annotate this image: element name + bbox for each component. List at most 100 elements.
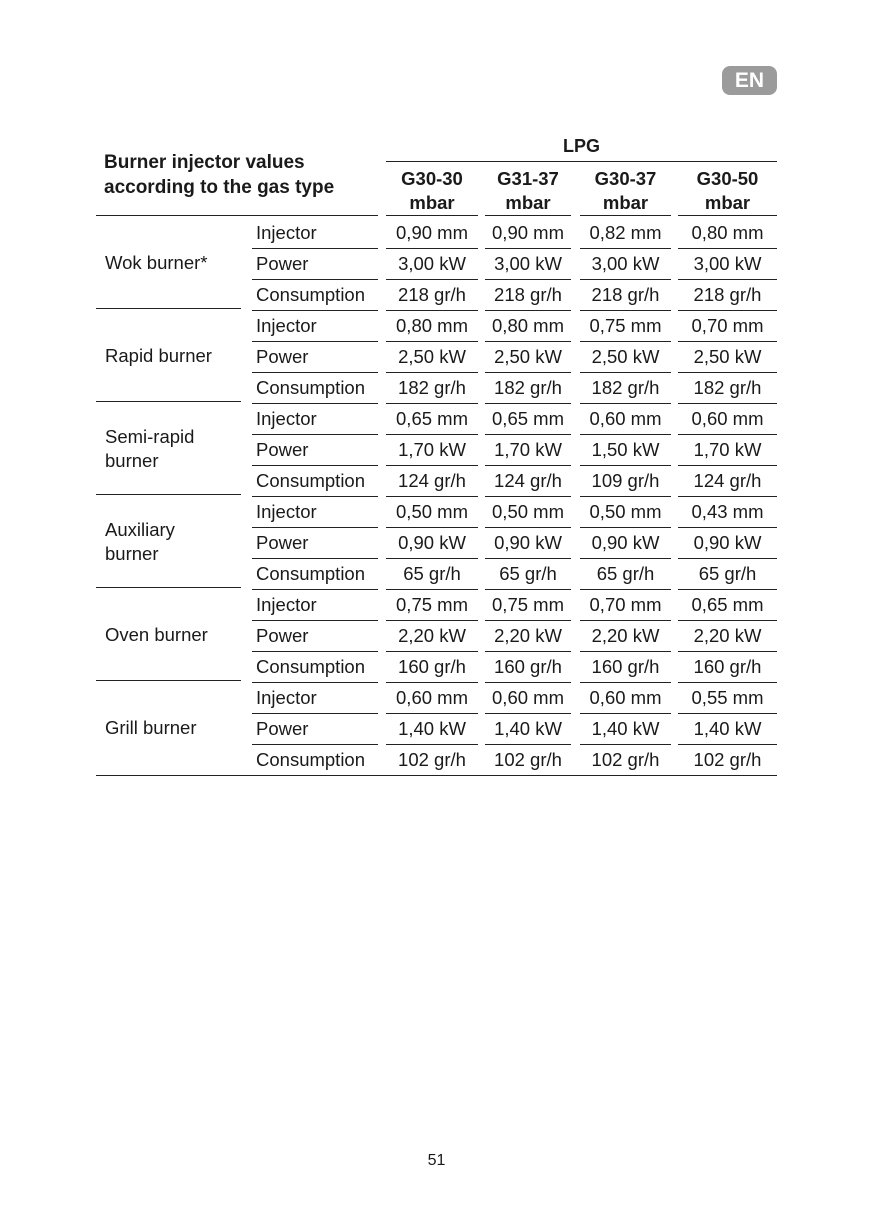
value-cell: 0,50 mm xyxy=(492,501,564,522)
row-divider xyxy=(580,713,671,715)
row-divider xyxy=(580,310,671,312)
row-divider xyxy=(386,341,478,343)
value-cell: 109 gr/h xyxy=(591,470,660,491)
row-divider xyxy=(386,465,478,467)
value-cell: 1,40 kW xyxy=(591,718,660,739)
row-divider xyxy=(678,310,777,312)
row-divider xyxy=(580,372,671,374)
row-divider xyxy=(485,310,571,312)
value-cell: 0,90 kW xyxy=(494,532,562,553)
row-divider xyxy=(485,341,571,343)
row-divider xyxy=(485,589,571,591)
row-divider xyxy=(485,434,571,436)
burner-name: Semi-rapid burner xyxy=(105,426,195,471)
row-divider xyxy=(252,527,378,529)
value-cell: 182 gr/h xyxy=(693,377,762,398)
row-divider xyxy=(580,248,671,250)
value-cell: 0,55 mm xyxy=(691,687,764,708)
row-divider xyxy=(386,279,478,281)
value-cell: 2,20 kW xyxy=(494,625,562,646)
value-cell: 0,75 mm xyxy=(589,315,662,336)
value-cell: 1,40 kW xyxy=(398,718,466,739)
table-title: Burner injector values according to the … xyxy=(104,150,334,200)
value-cell: 3,00 kW xyxy=(693,253,762,274)
column-header-line: G30-50 xyxy=(696,168,759,189)
column-header-line: G31-37 xyxy=(497,168,559,189)
value-cell: 0,65 mm xyxy=(691,594,764,615)
column-header: G30-37 mbar xyxy=(580,167,671,215)
group-divider xyxy=(96,401,241,403)
burner-name: Auxiliary burner xyxy=(105,519,175,564)
table-bottom-border xyxy=(96,775,777,777)
divider xyxy=(678,215,777,217)
value-cell: 0,60 mm xyxy=(492,687,564,708)
row-divider xyxy=(678,558,777,560)
row-divider xyxy=(580,279,671,281)
value-cell: 1,70 kW xyxy=(398,439,466,460)
value-cell: 3,00 kW xyxy=(398,253,466,274)
value-cell: 160 gr/h xyxy=(693,656,762,677)
divider xyxy=(485,215,571,217)
row-divider xyxy=(485,496,571,498)
value-cell: 124 gr/h xyxy=(494,470,562,491)
param-label: Injector xyxy=(256,687,317,708)
row-divider xyxy=(386,527,478,529)
param-label: Consumption xyxy=(256,284,366,305)
row-divider xyxy=(485,651,571,653)
row-divider xyxy=(580,744,671,746)
value-cell: 218 gr/h xyxy=(693,284,762,305)
group-divider xyxy=(96,308,241,310)
row-divider xyxy=(252,341,378,343)
value-cell: 0,60 mm xyxy=(589,687,662,708)
value-cell: 160 gr/h xyxy=(494,656,562,677)
row-divider xyxy=(485,527,571,529)
row-divider xyxy=(678,279,777,281)
param-label: Injector xyxy=(256,501,317,522)
row-divider xyxy=(580,465,671,467)
row-divider xyxy=(386,744,478,746)
row-divider xyxy=(580,651,671,653)
value-cell: 3,00 kW xyxy=(494,253,562,274)
value-cell: 2,50 kW xyxy=(494,346,562,367)
value-cell: 0,60 mm xyxy=(691,408,764,429)
value-cell: 1,70 kW xyxy=(494,439,562,460)
value-cell: 0,82 mm xyxy=(589,222,662,243)
row-divider xyxy=(252,620,378,622)
value-cell: 0,80 mm xyxy=(691,222,764,243)
title-line-2: according to the gas type xyxy=(104,177,335,198)
value-cell: 0,50 mm xyxy=(396,501,468,522)
row-divider xyxy=(580,620,671,622)
row-divider xyxy=(580,496,671,498)
param-label: Power xyxy=(256,625,309,646)
row-divider xyxy=(678,403,777,405)
value-cell: 0,70 mm xyxy=(691,315,764,336)
param-label: Consumption xyxy=(256,470,366,491)
row-divider xyxy=(485,620,571,622)
value-cell: 0,60 mm xyxy=(589,408,662,429)
value-cell: 0,90 mm xyxy=(396,222,468,243)
row-divider xyxy=(252,682,378,684)
value-cell: 218 gr/h xyxy=(494,284,562,305)
value-cell: 124 gr/h xyxy=(398,470,466,491)
column-header-line: mbar xyxy=(602,192,649,213)
value-cell: 102 gr/h xyxy=(693,749,762,770)
value-cell: 65 gr/h xyxy=(596,563,655,584)
title-line-1: Burner injector values xyxy=(104,152,305,173)
row-divider xyxy=(386,651,478,653)
value-cell: 0,50 mm xyxy=(589,501,662,522)
value-cell: 0,90 mm xyxy=(492,222,564,243)
value-cell: 0,80 mm xyxy=(492,315,564,336)
row-divider xyxy=(386,248,478,250)
param-label: Power xyxy=(256,253,309,274)
row-divider xyxy=(678,372,777,374)
row-divider xyxy=(678,496,777,498)
column-header: G30-30 mbar xyxy=(386,167,478,215)
row-divider xyxy=(580,558,671,560)
divider xyxy=(96,215,378,217)
value-cell: 0,75 mm xyxy=(396,594,468,615)
value-cell: 1,50 kW xyxy=(591,439,660,460)
value-cell: 1,70 kW xyxy=(693,439,762,460)
value-cell: 1,40 kW xyxy=(494,718,562,739)
row-divider xyxy=(678,682,777,684)
row-divider xyxy=(252,434,378,436)
